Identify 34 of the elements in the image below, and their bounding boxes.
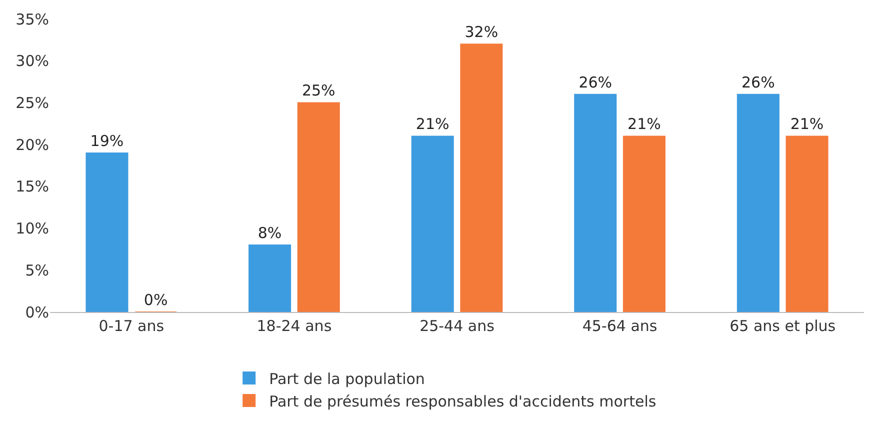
- data-label: 21%: [790, 115, 824, 134]
- x-tick-label: 0-17 ans: [98, 317, 164, 335]
- bar: [786, 136, 828, 312]
- x-tick-label: 45-64 ans: [582, 317, 658, 335]
- bar: [248, 244, 292, 312]
- bar: [86, 152, 128, 312]
- y-tick-label: 35%: [16, 10, 49, 28]
- bar: [574, 94, 617, 312]
- bar: [411, 136, 454, 312]
- bar: [736, 94, 780, 312]
- y-tick-label: 15%: [16, 178, 49, 196]
- bar: [460, 44, 503, 312]
- y-tick-label: 0%: [25, 303, 49, 322]
- data-label: 8%: [258, 224, 282, 242]
- y-tick-label: 10%: [16, 220, 49, 238]
- data-label: 26%: [742, 73, 775, 92]
- bar: [622, 136, 666, 312]
- data-label: 0%: [144, 291, 168, 309]
- data-label: 26%: [578, 73, 612, 92]
- x-tick-label: 65 ans et plus: [730, 317, 836, 335]
- y-tick-label: 30%: [16, 52, 49, 70]
- data-label: 25%: [302, 82, 336, 100]
- legend-label: Part de présumés responsables d'accidents mortels: [269, 392, 656, 410]
- x-tick-label: 25-44 ans: [420, 317, 495, 335]
- data-label: 19%: [90, 132, 124, 150]
- data-label: 21%: [416, 115, 450, 134]
- legend-label: Part de la population: [269, 370, 425, 388]
- data-label: 32%: [464, 23, 498, 42]
- y-tick-label: 5%: [25, 261, 49, 280]
- data-label: 21%: [628, 115, 661, 134]
- y-tick-label: 20%: [16, 136, 49, 154]
- x-tick-label: 18-24 ans: [256, 317, 332, 335]
- bar: [297, 102, 340, 312]
- y-tick-label: 25%: [16, 94, 49, 112]
